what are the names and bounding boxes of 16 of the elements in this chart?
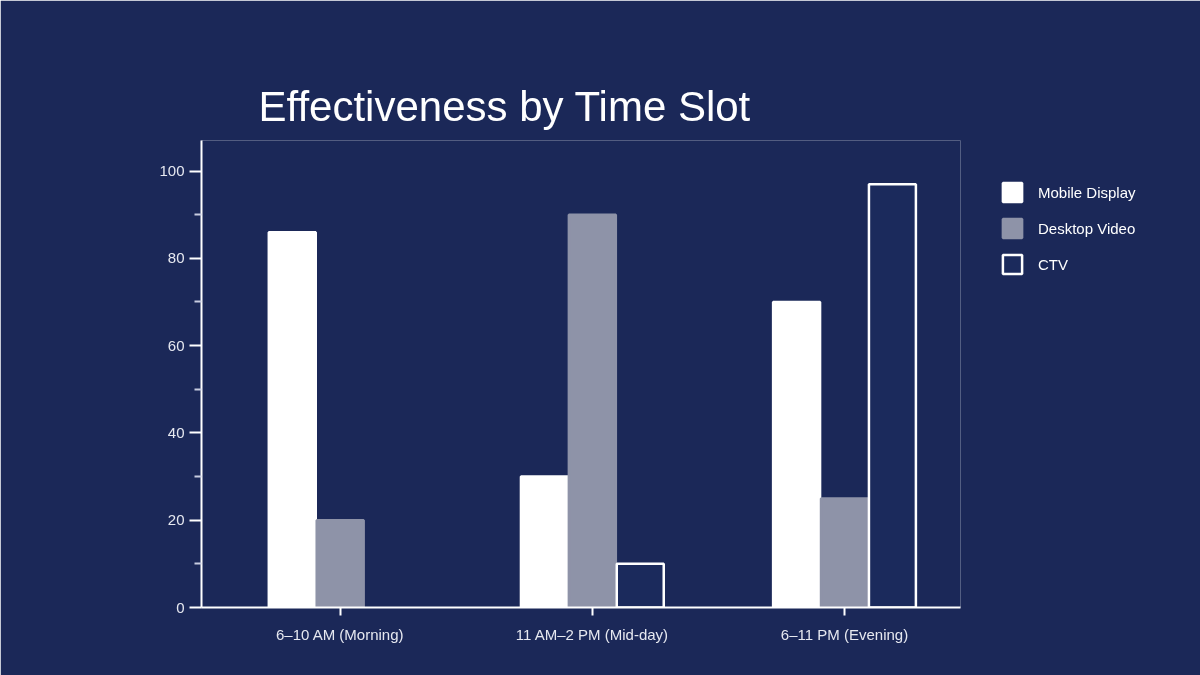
x-tick-label: 11 AM–2 PM (Mid-day): [515, 625, 669, 643]
legend-label: CTV: [1038, 255, 1068, 273]
y-tick-label: 20: [167, 511, 185, 529]
y-tick-label: 0: [176, 598, 185, 616]
chart-title: Effectiveness by Time Slot: [258, 82, 751, 130]
y-tick-label: 40: [167, 423, 185, 441]
x-tick-label: 6–11 PM (Evening): [780, 625, 909, 643]
legend-label: Desktop Video: [1038, 219, 1136, 237]
legend-label: Mobile Display: [1038, 183, 1136, 201]
bar: [819, 497, 870, 608]
bar: [315, 518, 365, 608]
y-tick-label: 100: [159, 162, 185, 180]
bar: [567, 213, 618, 608]
x-tick-label: 6–10 AM (Morning): [275, 625, 404, 643]
y-tick-label: 60: [167, 336, 185, 354]
y-tick-label: 80: [167, 249, 185, 267]
